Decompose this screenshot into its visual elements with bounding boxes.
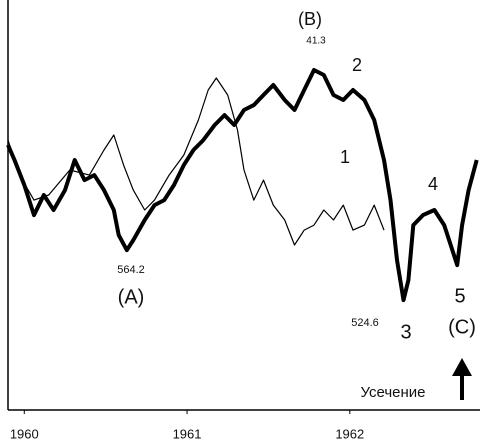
arrow-head (452, 358, 472, 376)
annotation: 2 (352, 55, 362, 75)
annotation: 4 (428, 174, 438, 194)
annotation: (C) (448, 316, 476, 338)
annotation: (A) (118, 286, 145, 308)
annotation: 564.2 (117, 264, 145, 276)
annotation: 41.3 (306, 36, 326, 47)
annotation: 1 (340, 147, 350, 167)
annotation: 5 (454, 285, 465, 307)
annotation: 3 (400, 321, 411, 343)
x-tick-label: 1960 (10, 426, 39, 441)
annotation: 524.6 (351, 317, 379, 329)
line-series (7, 77, 385, 246)
line-series (6, 68, 479, 303)
annotation: (B) (298, 9, 322, 29)
x-tick-label: 1961 (173, 426, 202, 441)
annotation: Усечение (360, 384, 425, 401)
x-tick-label: 1962 (335, 426, 364, 441)
